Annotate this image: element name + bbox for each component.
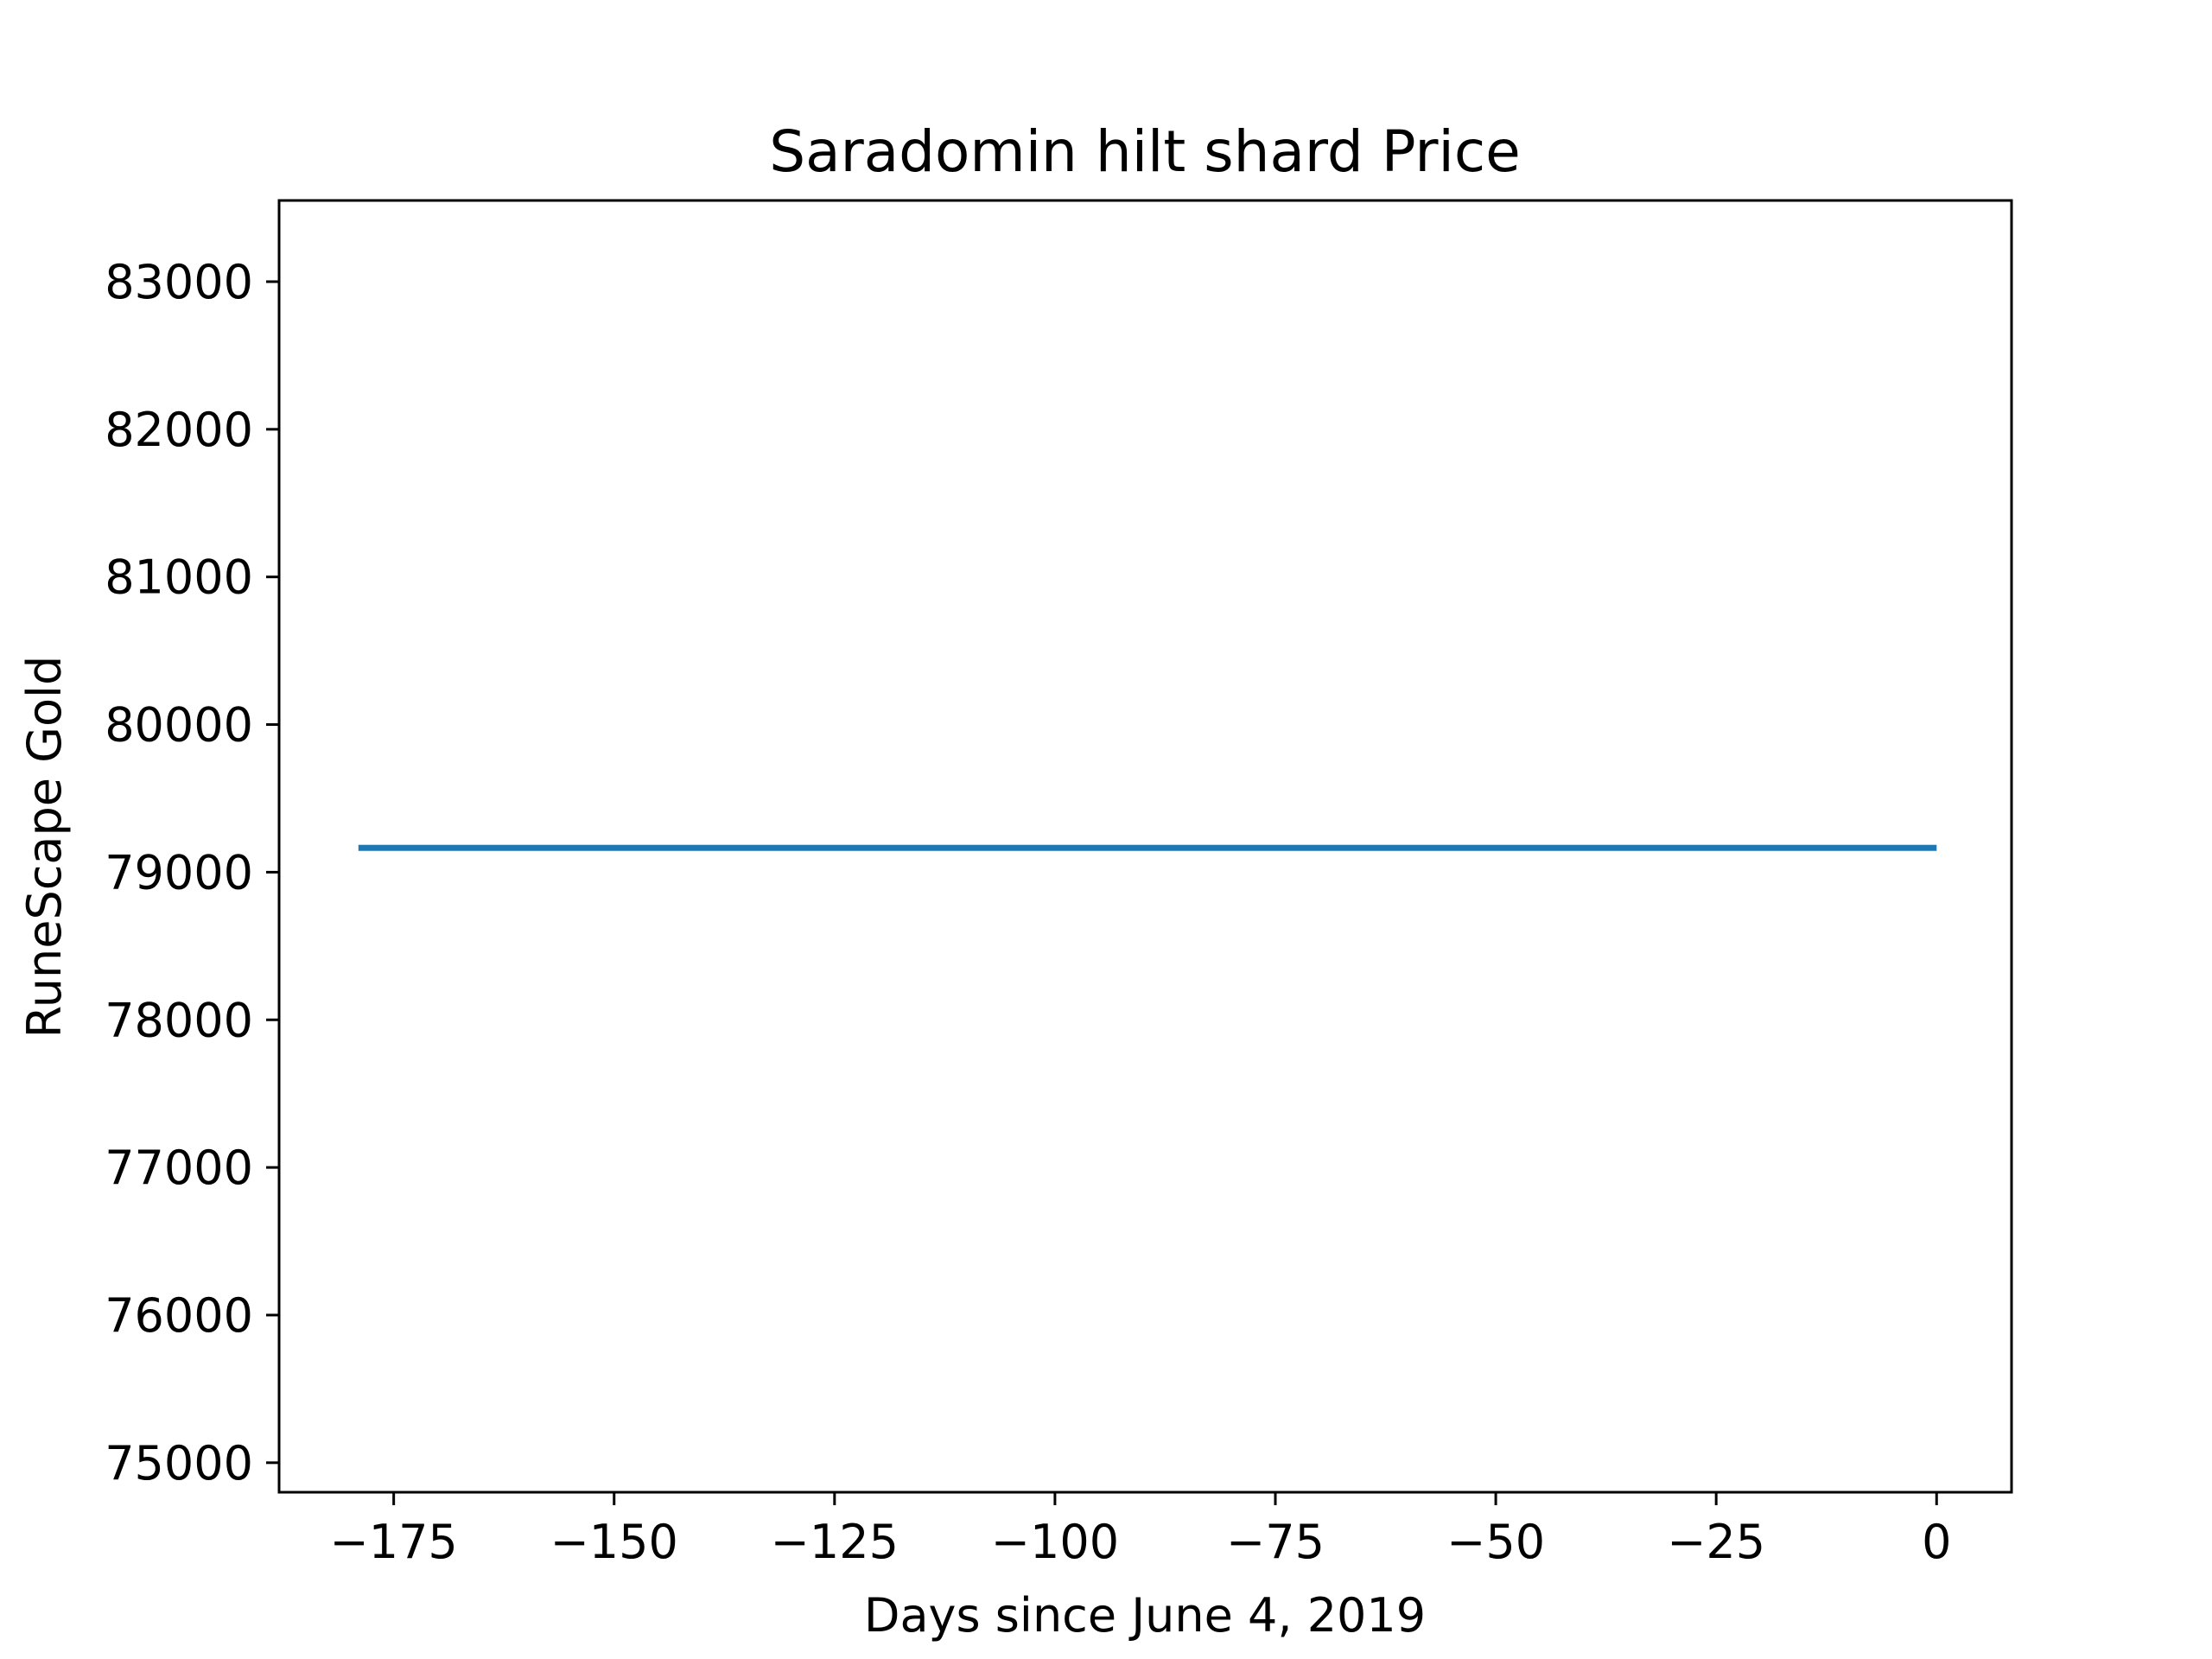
x-tick-label: −125 (771, 1515, 899, 1569)
y-tick-label: 75000 (105, 1436, 253, 1491)
x-tick-label: −175 (329, 1515, 457, 1569)
y-tick-label: 80000 (105, 698, 253, 753)
y-tick-label: 81000 (105, 550, 253, 605)
y-axis: 75000 76000 77000 78000 79000 80000 81000 82000… (105, 255, 279, 1491)
x-tick-label: −50 (1446, 1515, 1545, 1569)
y-tick-label: 78000 (105, 993, 253, 1047)
y-tick-label: 79000 (105, 845, 253, 899)
y-tick-label: 82000 (105, 403, 253, 457)
x-tick-label: 0 (1922, 1515, 1951, 1569)
chart-title: Saradomin hilt shard Price (769, 118, 1521, 185)
x-tick-label: −150 (550, 1515, 678, 1569)
plot-frame (277, 199, 2013, 1494)
x-axis: −175 −150 −125 −100 −75 −50 −25 0 (329, 1492, 1951, 1569)
x-tick-label: −75 (1226, 1515, 1325, 1569)
plot-area (277, 199, 2013, 1494)
x-axis-label: Days since June 4, 2019 (864, 1588, 1426, 1643)
y-axis-label: RuneScape Gold (17, 656, 72, 1039)
y-tick-label: 76000 (105, 1288, 253, 1343)
x-tick-label: −25 (1667, 1515, 1765, 1569)
y-tick-label: 77000 (105, 1141, 253, 1195)
y-tick-label: 83000 (105, 255, 253, 309)
x-tick-label: −100 (991, 1515, 1119, 1569)
